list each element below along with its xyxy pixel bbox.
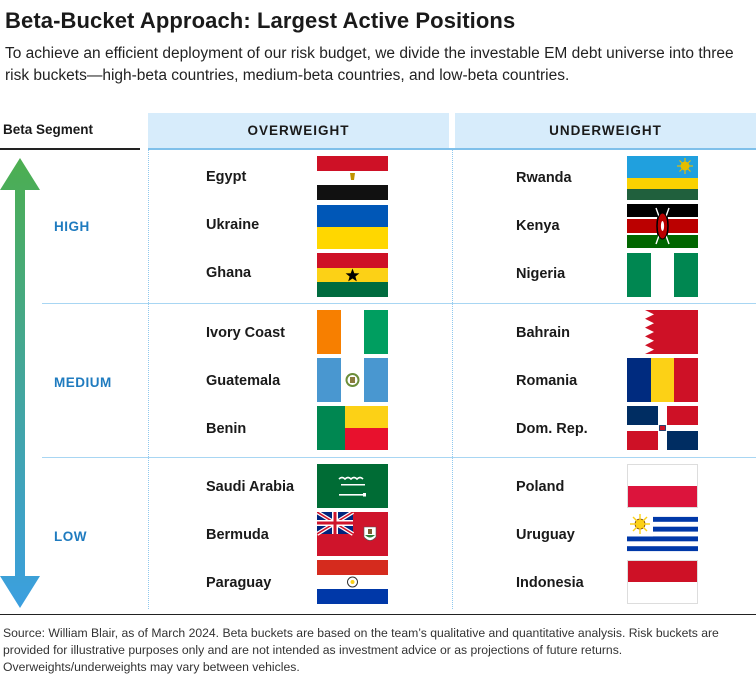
segment-divider: [42, 457, 756, 458]
saudi-arabia-flag-icon: [317, 464, 388, 508]
paraguay-flag-icon: [317, 560, 388, 604]
benin-flag-icon: [317, 406, 388, 450]
nigeria-flag-icon: [627, 253, 698, 297]
underweight-header-label: UNDERWEIGHT: [549, 123, 662, 138]
poland-flag-icon: [627, 464, 698, 508]
country-uruguay: Uruguay: [516, 527, 575, 543]
segment-label-medium: MEDIUM: [54, 375, 112, 390]
indonesia-flag-icon: [627, 560, 698, 604]
header-divider-left: [0, 148, 140, 150]
segment-label-high: HIGH: [54, 219, 90, 234]
country-romania: Romania: [516, 373, 578, 389]
beta-segment-header-label: Beta Segment: [3, 122, 94, 137]
country-egypt: Egypt: [206, 169, 247, 185]
country-nigeria: Nigeria: [516, 266, 566, 282]
dom-rep-flag-icon: [627, 406, 698, 450]
underweight-header: UNDERWEIGHT: [455, 113, 756, 149]
country-kenya: Kenya: [516, 218, 560, 234]
beta-gradient-arrow-icon: [0, 158, 40, 608]
country-bahrain: Bahrain: [516, 325, 570, 341]
ghana-flag-icon: [317, 253, 388, 297]
country-ukraine: Ukraine: [206, 217, 260, 233]
country-poland: Poland: [516, 479, 565, 495]
egypt-flag-icon: [317, 156, 388, 200]
guatemala-flag-icon: [317, 358, 388, 402]
ivory-coast-flag-icon: [317, 310, 388, 354]
bahrain-flag-icon: [627, 310, 698, 354]
country-guatemala: Guatemala: [206, 373, 281, 389]
country-ghana: Ghana: [206, 265, 252, 281]
footer-divider: [0, 614, 756, 615]
ukraine-flag-icon: [317, 205, 388, 249]
country-bermuda: Bermuda: [206, 527, 269, 543]
overweight-header: OVERWEIGHT: [148, 113, 449, 149]
kenya-flag-icon: [627, 204, 698, 248]
beta-segment-header: Beta Segment: [0, 113, 140, 149]
uruguay-flag-icon: [627, 512, 698, 556]
overweight-header-label: OVERWEIGHT: [247, 123, 350, 138]
country-paraguay: Paraguay: [206, 575, 272, 591]
bermuda-flag-icon: [317, 512, 388, 556]
column-divider: [452, 150, 453, 609]
rwanda-flag-icon: [627, 156, 698, 200]
segment-label-low: LOW: [54, 529, 87, 544]
source-note: Source: William Blair, as of March 2024.…: [3, 626, 719, 674]
country-saudi-arabia: Saudi Arabia: [206, 479, 295, 495]
page-title: Beta-Bucket Approach: Largest Active Pos…: [5, 8, 516, 33]
column-divider: [148, 150, 149, 609]
page-subtitle: To achieve an efficient deployment of ou…: [5, 45, 734, 84]
header-divider: [148, 148, 756, 150]
segment-divider: [42, 303, 756, 304]
country-ivory-coast: Ivory Coast: [206, 325, 285, 341]
country-dom-rep: Dom. Rep.: [516, 421, 588, 437]
country-indonesia: Indonesia: [516, 575, 584, 591]
country-benin: Benin: [206, 421, 247, 437]
romania-flag-icon: [627, 358, 698, 402]
country-rwanda: Rwanda: [516, 170, 572, 186]
